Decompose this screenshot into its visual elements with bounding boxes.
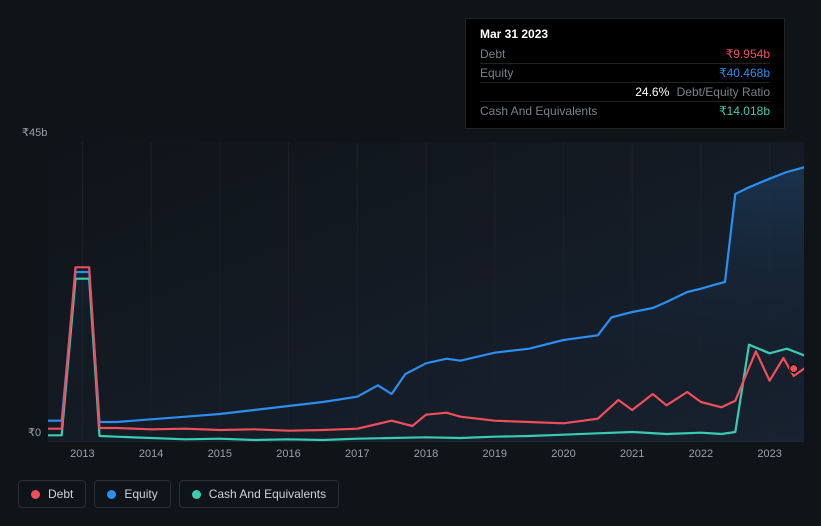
tooltip-row-label: Cash And Equivalents (480, 104, 597, 118)
tooltip-row: Equity ₹40.468b (480, 64, 770, 83)
y-axis-min-label: ₹0 (28, 426, 41, 439)
tooltip-row: 24.6% Debt/Equity Ratio (480, 83, 770, 102)
tooltip-row-label: Equity (480, 66, 513, 80)
x-axis-tick-label: 2016 (276, 448, 300, 460)
legend-item-cash-and-equivalents[interactable]: Cash And Equivalents (179, 480, 339, 508)
tooltip-row: Cash And Equivalents ₹14.018b (480, 102, 770, 120)
tooltip-row-extra: Debt/Equity Ratio (673, 85, 770, 99)
tooltip-row-value: 24.6% Debt/Equity Ratio (635, 85, 770, 99)
x-axis-tick-label: 2018 (414, 448, 438, 460)
x-axis-tick-label: 2020 (551, 448, 575, 460)
tooltip-row-value: ₹9.954b (726, 47, 770, 61)
x-axis-tick-label: 2014 (139, 448, 163, 460)
line-chart-svg (48, 142, 804, 442)
legend-dot-icon (192, 490, 201, 499)
tooltip-row-label: Debt (480, 47, 505, 61)
tooltip-date: Mar 31 2023 (480, 27, 770, 41)
x-axis-labels: 2013 2014 2015 2016 2017 2018 2019 2020 2021 2022… (48, 448, 804, 466)
x-axis-tick-label: 2017 (345, 448, 369, 460)
x-axis-tick-label: 2022 (689, 448, 713, 460)
chart-legend: Debt Equity Cash And Equivalents (18, 480, 339, 508)
x-axis-tick-label: 2019 (482, 448, 506, 460)
hover-tooltip: Mar 31 2023 Debt ₹9.954b Equity ₹40.468b 24.… (465, 18, 785, 129)
tooltip-row-value: ₹14.018b (719, 104, 770, 118)
legend-label: Cash And Equivalents (209, 487, 326, 501)
legend-label: Debt (48, 487, 73, 501)
x-axis-tick-label: 2021 (620, 448, 644, 460)
x-axis-tick-label: 2013 (70, 448, 94, 460)
x-axis-tick-label: 2023 (757, 448, 781, 460)
legend-dot-icon (107, 490, 116, 499)
legend-dot-icon (31, 490, 40, 499)
chart-plot-area[interactable] (48, 142, 804, 442)
x-axis-tick-label: 2015 (208, 448, 232, 460)
legend-item-debt[interactable]: Debt (18, 480, 86, 508)
y-axis-max-label: ₹45b (22, 126, 47, 139)
tooltip-row-value: ₹40.468b (719, 66, 770, 80)
legend-item-equity[interactable]: Equity (94, 480, 170, 508)
legend-label: Equity (124, 487, 157, 501)
tooltip-row: Debt ₹9.954b (480, 45, 770, 64)
